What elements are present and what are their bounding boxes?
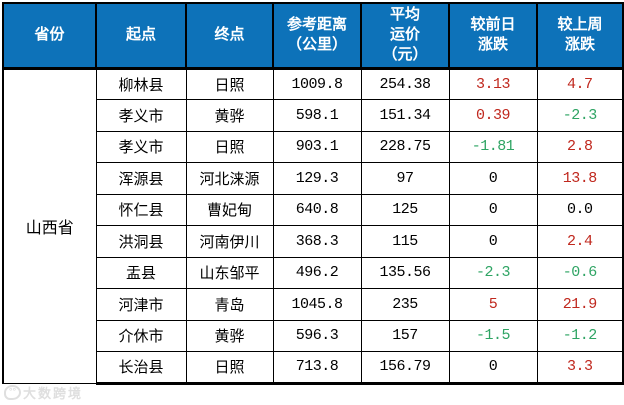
cell-avg-price: 235 <box>360 288 450 321</box>
table-row: 长治县 日照 713.8 156.79 0 3.3 <box>3 351 624 385</box>
cell-avg-price: 115 <box>360 225 450 258</box>
table-row: 孝义市 黄骅 598.1 151.34 0.39 -2.3 <box>3 99 624 132</box>
cell-vs-prev-day: 0 <box>448 162 538 195</box>
cell-vs-prev-day: -1.5 <box>448 319 538 352</box>
cell-avg-price: 135.56 <box>360 256 450 289</box>
header-origin: 起点 <box>95 2 187 70</box>
cell-distance: 640.8 <box>272 193 362 226</box>
cell-distance: 596.3 <box>272 319 362 352</box>
cell-vs-prev-day: -1.81 <box>448 130 538 163</box>
cell-avg-price: 157 <box>360 319 450 352</box>
table-row: 山西省 柳林县 日照 1009.8 254.38 3.13 4.7 <box>2 67 624 384</box>
cell-avg-price: 156.79 <box>360 351 450 385</box>
table-body: 山西省 柳林县 日照 1009.8 254.38 3.13 4.7 孝义市 黄骅 598.1 151… <box>2 67 624 385</box>
cell-origin: 长治县 <box>95 351 187 385</box>
cell-avg-price: 228.75 <box>360 130 450 163</box>
cell-vs-last-week: 13.8 <box>536 162 624 195</box>
table-row: 孝义市 日照 903.1 228.75 -1.81 2.8 <box>3 130 624 163</box>
cell-vs-prev-day: 0 <box>448 225 538 258</box>
cell-vs-prev-day: 0 <box>448 351 538 385</box>
cell-destination: 山东邹平 <box>185 256 274 289</box>
cell-avg-price: 125 <box>360 193 450 226</box>
cell-origin: 孝义市 <box>95 99 187 132</box>
cell-origin: 盂县 <box>95 256 187 289</box>
header-distance: 参考距离 （公里） <box>272 2 362 70</box>
header-destination: 终点 <box>185 2 274 70</box>
header-province: 省份 <box>2 2 97 70</box>
cell-vs-last-week: -2.3 <box>536 99 624 132</box>
cell-vs-last-week: 0.0 <box>536 193 624 226</box>
cell-origin: 柳林县 <box>95 67 187 100</box>
cell-vs-last-week: -1.2 <box>536 319 624 352</box>
cell-distance: 496.2 <box>272 256 362 289</box>
cell-vs-prev-day: 3.13 <box>448 67 538 100</box>
cell-distance: 129.3 <box>272 162 362 195</box>
cell-destination: 日照 <box>185 351 274 385</box>
table-header: 省份 起点 终点 参考距离 （公里） 平均 运价 （元） 较前日 涨跌 较上周 … <box>2 2 624 70</box>
cell-destination: 青岛 <box>185 288 274 321</box>
table-row: 介休市 黄骅 596.3 157 -1.5 -1.2 <box>3 319 624 352</box>
cell-avg-price: 97 <box>360 162 450 195</box>
cell-destination: 河南伊川 <box>185 225 274 258</box>
table-row: 洪洞县 河南伊川 368.3 115 0 2.4 <box>3 225 624 258</box>
table-row: 怀仁县 曹妃甸 640.8 125 0 0.0 <box>3 193 624 226</box>
cell-vs-last-week: -0.6 <box>536 256 624 289</box>
cell-destination: 日照 <box>185 67 274 100</box>
cell-origin: 介休市 <box>95 319 187 352</box>
cell-avg-price: 254.38 <box>360 67 450 100</box>
cell-destination: 日照 <box>185 130 274 163</box>
cell-origin: 孝义市 <box>95 130 187 163</box>
watermark-logo-icon: °° <box>4 385 21 400</box>
cell-origin: 怀仁县 <box>95 193 187 226</box>
cell-distance: 1009.8 <box>272 67 362 100</box>
header-avg-price: 平均 运价 （元） <box>360 2 450 70</box>
cell-vs-last-week: 4.7 <box>536 67 624 100</box>
freight-price-table: 省份 起点 终点 参考距离 （公里） 平均 运价 （元） 较前日 涨跌 较上周 … <box>2 2 624 385</box>
header-vs-prev-day: 较前日 涨跌 <box>448 2 538 70</box>
cell-vs-prev-day: -2.3 <box>448 256 538 289</box>
cell-avg-price: 151.34 <box>360 99 450 132</box>
cell-vs-prev-day: 0 <box>448 193 538 226</box>
cell-vs-last-week: 3.3 <box>536 351 624 385</box>
cell-vs-prev-day: 5 <box>448 288 538 321</box>
watermark-text: 大数跨境 <box>23 386 84 401</box>
cell-vs-last-week: 2.4 <box>536 225 624 258</box>
cell-distance: 368.3 <box>272 225 362 258</box>
cell-origin: 浑源县 <box>95 162 187 195</box>
table-row: 河津市 青岛 1045.8 235 5 21.9 <box>3 288 624 321</box>
cell-province: 山西省 <box>2 67 97 384</box>
cell-distance: 713.8 <box>272 351 362 385</box>
cell-destination: 曹妃甸 <box>185 193 274 226</box>
cell-destination: 黄骅 <box>185 319 274 352</box>
table-row: 盂县 山东邹平 496.2 135.56 -2.3 -0.6 <box>3 256 624 289</box>
cell-vs-last-week: 21.9 <box>536 288 624 321</box>
cell-distance: 903.1 <box>272 130 362 163</box>
cell-distance: 1045.8 <box>272 288 362 321</box>
cell-destination: 河北涞源 <box>185 162 274 195</box>
header-row: 省份 起点 终点 参考距离 （公里） 平均 运价 （元） 较前日 涨跌 较上周 … <box>2 2 624 70</box>
cell-destination: 黄骅 <box>185 99 274 132</box>
cell-distance: 598.1 <box>272 99 362 132</box>
cell-vs-prev-day: 0.39 <box>448 99 538 132</box>
table-row: 浑源县 河北涞源 129.3 97 0 13.8 <box>3 162 624 195</box>
cell-origin: 洪洞县 <box>95 225 187 258</box>
header-vs-last-week: 较上周 涨跌 <box>536 2 624 70</box>
watermark: °° 大数跨境 <box>4 383 83 402</box>
cell-vs-last-week: 2.8 <box>536 130 624 163</box>
cell-origin: 河津市 <box>95 288 187 321</box>
